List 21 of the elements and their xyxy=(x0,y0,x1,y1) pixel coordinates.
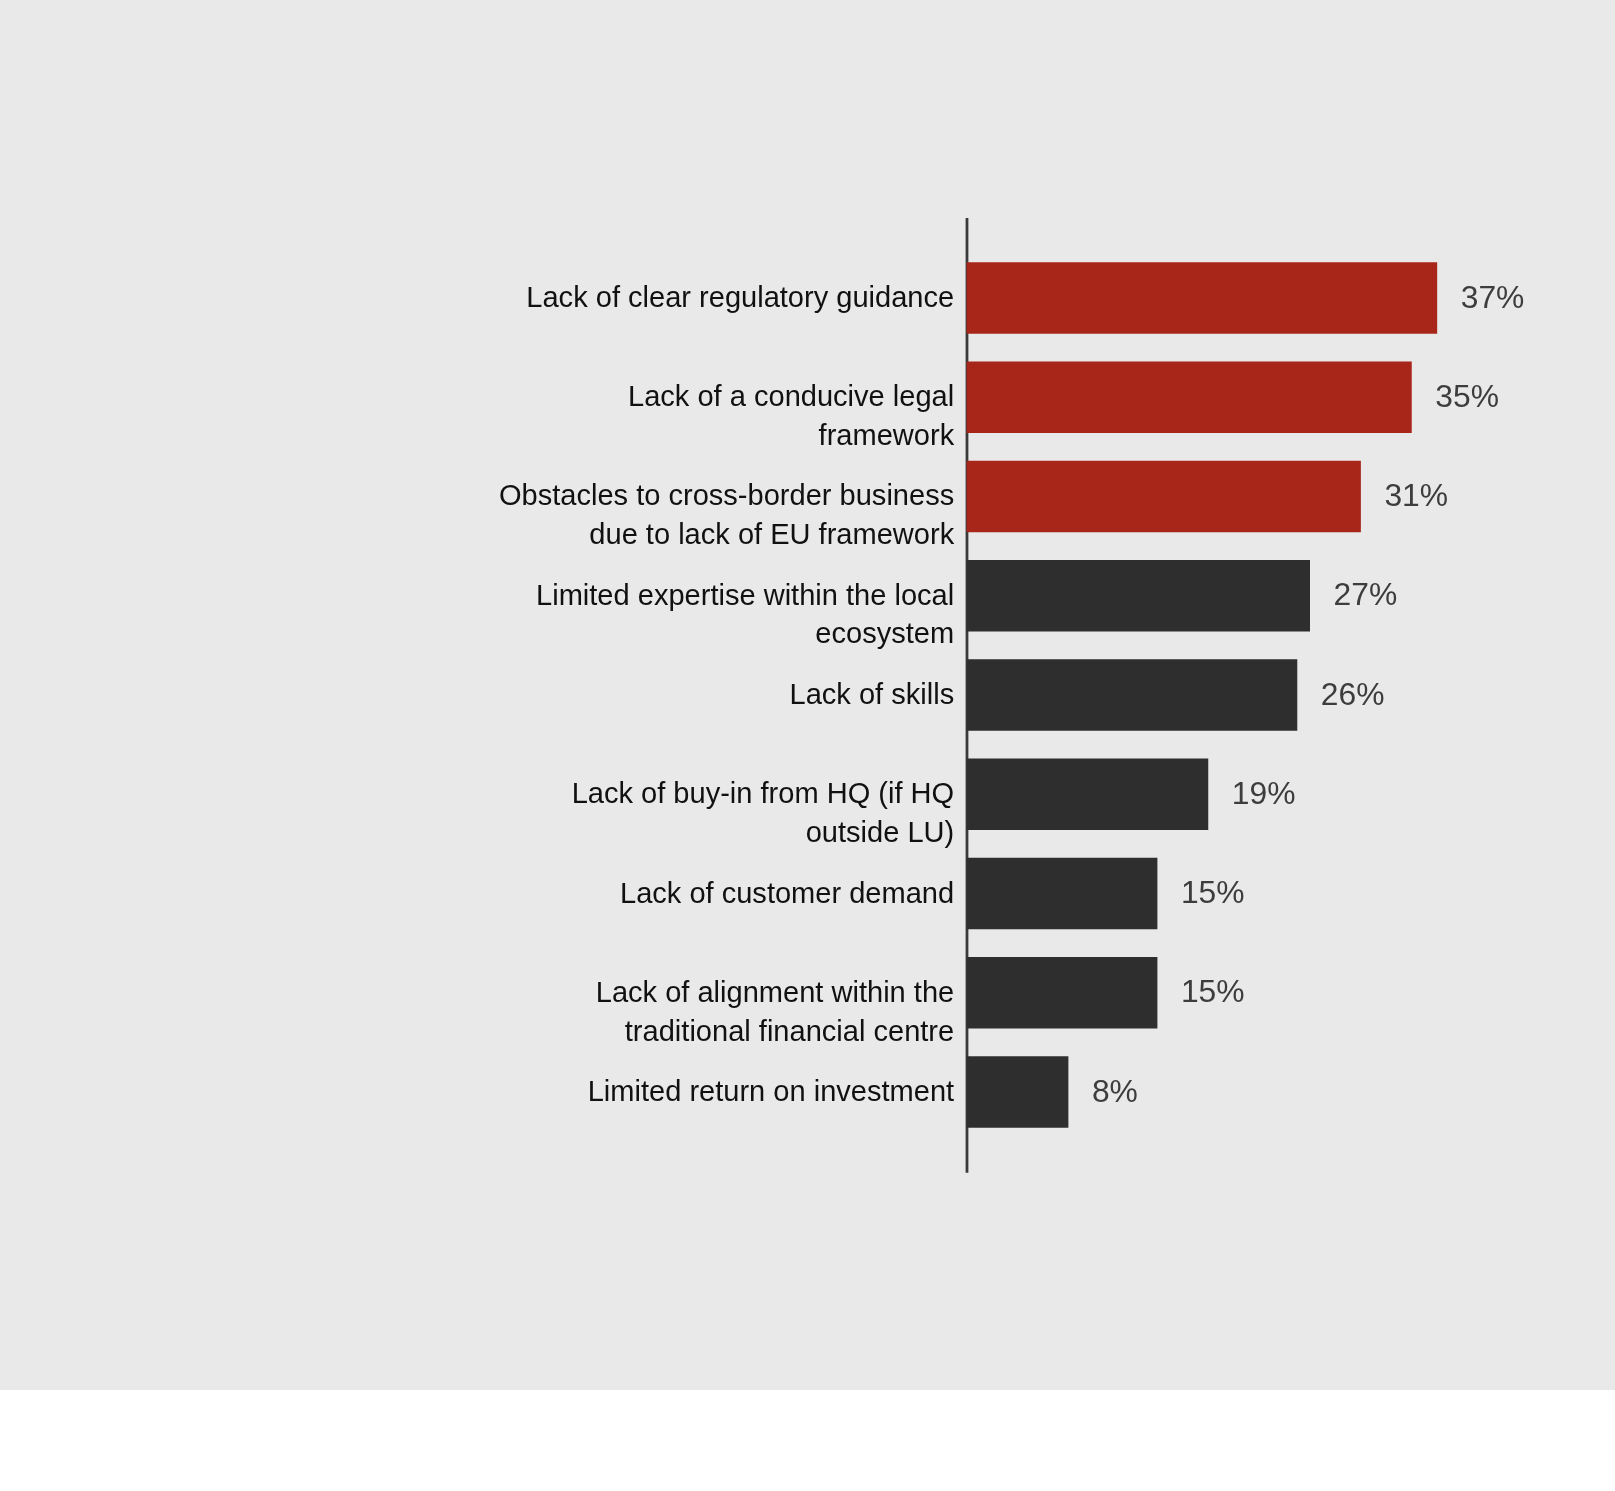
y-tick-label: Lack of customer demand xyxy=(619,876,955,909)
y-tick-label: Lack of skills xyxy=(789,678,955,710)
data-label: 37% xyxy=(1460,278,1525,315)
data-label: 26% xyxy=(1320,675,1385,712)
bar xyxy=(966,262,1438,334)
data-label: 8% xyxy=(1091,1072,1138,1109)
bar xyxy=(966,361,1412,433)
data-label: 15% xyxy=(1180,973,1245,1010)
data-label: 19% xyxy=(1231,774,1296,811)
y-tick-label: Lack of buy-in from HQ (if HQ outside LU) xyxy=(571,777,955,848)
y-tick-label: Limited expertise within the local ecosystem xyxy=(536,578,955,650)
y-tick-label: Lack of alignment within the traditional financial centre xyxy=(595,975,955,1047)
y-tick-label: Obstacles to cross-border business due to lack of EU framework xyxy=(498,479,955,551)
y-tick-label: Limited return on investment xyxy=(587,1075,955,1108)
data-label: 15% xyxy=(1180,874,1245,911)
y-tick-label: Lack of clear regulatory guidance xyxy=(526,280,955,313)
data-label: 31% xyxy=(1384,477,1449,514)
data-label: 35% xyxy=(1435,377,1499,414)
y-tick-label: Lack of a conducive legal framework xyxy=(628,380,955,451)
bar xyxy=(966,460,1361,533)
data-label: 27% xyxy=(1333,576,1398,613)
